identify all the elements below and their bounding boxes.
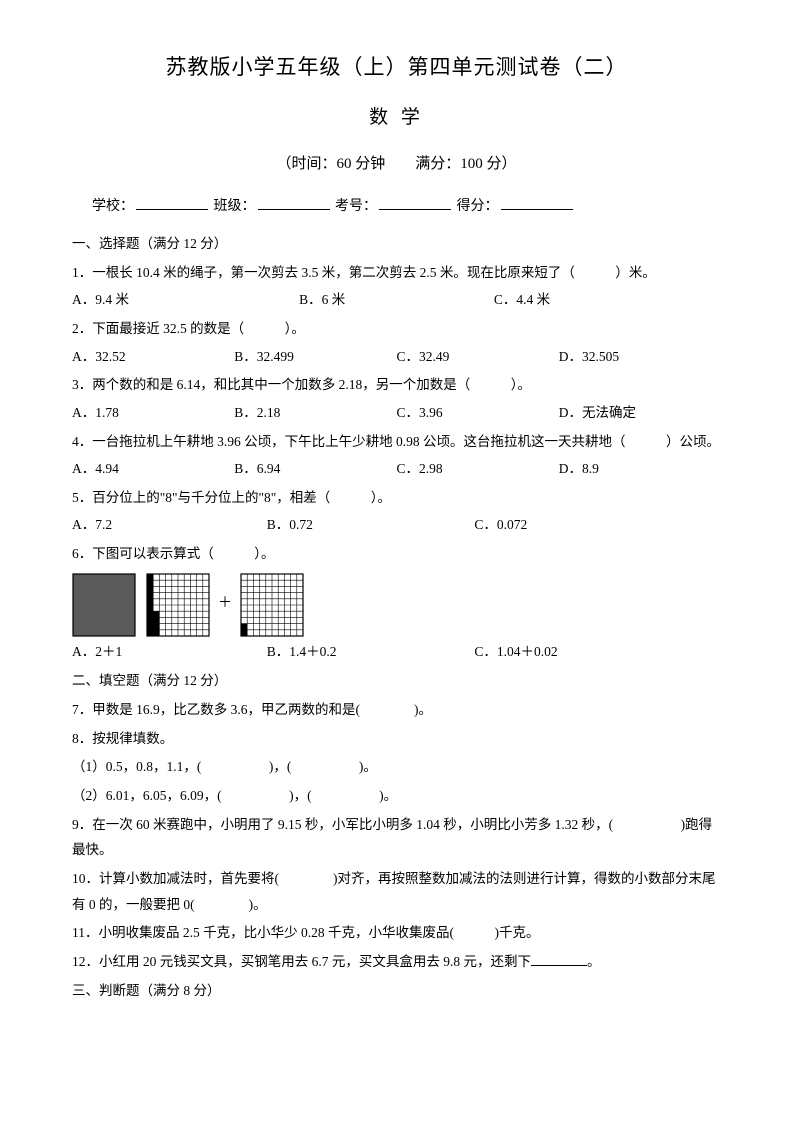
q2-opt-c: C．32.49	[397, 344, 559, 370]
q1-opt-c: C．4.4 米	[494, 287, 689, 313]
section-1-heading: 一、选择题（满分 12 分）	[72, 231, 721, 257]
q2-options: A．32.52 B．32.499 C．32.49 D．32.505	[72, 344, 721, 370]
q2-opt-a: A．32.52	[72, 344, 234, 370]
q6-stem: 6．下图可以表示算式（ ）。	[72, 541, 721, 567]
q2-stem: 2．下面最接近 32.5 的数是（ ）。	[72, 316, 721, 342]
q12-text-a: 12．小红用 20 元钱买文具，买钢笔用去 6.7 元，买文具盒用去 9.8 元…	[72, 954, 531, 969]
q6-figure: ＋	[72, 573, 721, 637]
q3-opt-c: C．3.96	[397, 400, 559, 426]
blank-score[interactable]	[501, 194, 573, 210]
title-main: 苏教版小学五年级（上）第四单元测试卷（二）	[72, 48, 721, 88]
plus-icon: ＋	[218, 591, 232, 618]
label-score: 得分：	[457, 199, 499, 214]
q1-opt-a: A．9.4 米	[72, 287, 299, 313]
q6-opt-a: A．2＋1	[72, 639, 267, 665]
q3-opt-a: A．1.78	[72, 400, 234, 426]
q3-opt-b: B．2.18	[234, 400, 396, 426]
q3-stem: 3．两个数的和是 6.14，和比其中一个加数多 2.18，另一个加数是（ ）。	[72, 372, 721, 398]
grid-3	[240, 573, 304, 637]
q3-opt-d: D．无法确定	[559, 400, 721, 426]
q2-opt-b: B．32.499	[234, 344, 396, 370]
student-info-line: 学校： 班级： 考号： 得分：	[72, 194, 721, 221]
q12-blank[interactable]	[531, 952, 587, 966]
q5-opt-c: C．0.072	[474, 512, 682, 538]
blank-school[interactable]	[136, 194, 208, 210]
q5-options: A．7.2 B．0.72 C．0.072	[72, 512, 721, 538]
q4-opt-c: C．2.98	[397, 456, 559, 482]
title-meta: （时间：60 分钟 满分：100 分）	[72, 150, 721, 179]
q5-opt-b: B．0.72	[267, 512, 475, 538]
q4-opt-d: D．8.9	[559, 456, 721, 482]
title-subject: 数 学	[72, 100, 721, 136]
q4-stem: 4．一台拖拉机上午耕地 3.96 公顷，下午比上午少耕地 0.98 公顷。这台拖…	[72, 429, 721, 455]
q8b: （2）6.01，6.05，6.09，( )，( )。	[72, 783, 721, 809]
section-2-heading: 二、填空题（满分 12 分）	[72, 668, 721, 694]
label-school: 学校：	[92, 199, 134, 214]
q7: 7．甲数是 16.9，比乙数多 3.6，甲乙两数的和是( )。	[72, 697, 721, 723]
q6-options: A．2＋1 B．1.4＋0.2 C．1.04＋0.02	[72, 639, 721, 665]
q4-options: A．4.94 B．6.94 C．2.98 D．8.9	[72, 456, 721, 482]
q8: 8．按规律填数。	[72, 726, 721, 752]
q3-options: A．1.78 B．2.18 C．3.96 D．无法确定	[72, 400, 721, 426]
q2-opt-d: D．32.505	[559, 344, 721, 370]
q6-opt-b: B．1.4＋0.2	[267, 639, 475, 665]
blank-examno[interactable]	[379, 194, 451, 210]
q1-opt-b: B．6 米	[299, 287, 494, 313]
label-class: 班级：	[214, 199, 256, 214]
q4-opt-b: B．6.94	[234, 456, 396, 482]
q1-options: A．9.4 米 B．6 米 C．4.4 米	[72, 287, 721, 313]
q8a: （1）0.5，0.8，1.1，( )，( )。	[72, 754, 721, 780]
section-3-heading: 三、判断题（满分 8 分）	[72, 978, 721, 1004]
q1-stem: 1．一根长 10.4 米的绳子，第一次剪去 3.5 米，第二次剪去 2.5 米。…	[72, 260, 721, 286]
q12: 12．小红用 20 元钱买文具，买钢笔用去 6.7 元，买文具盒用去 9.8 元…	[72, 949, 721, 975]
q6-opt-c: C．1.04＋0.02	[474, 639, 682, 665]
q12-text-b: 。	[587, 954, 601, 969]
q11: 11．小明收集废品 2.5 千克，比小华少 0.28 千克，小华收集废品( )千…	[72, 920, 721, 946]
q4-opt-a: A．4.94	[72, 456, 234, 482]
blank-class[interactable]	[258, 194, 330, 210]
label-examno: 考号：	[335, 199, 377, 214]
q5-stem: 5．百分位上的"8"与千分位上的"8"，相差（ ）。	[72, 485, 721, 511]
grid-2	[146, 573, 210, 637]
q5-opt-a: A．7.2	[72, 512, 267, 538]
q10: 10．计算小数加减法时，首先要将( )对齐，再按照整数加减法的法则进行计算，得数…	[72, 866, 721, 917]
grid-1	[72, 573, 136, 637]
q9: 9．在一次 60 米赛跑中，小明用了 9.15 秒，小军比小明多 1.04 秒，…	[72, 812, 721, 863]
